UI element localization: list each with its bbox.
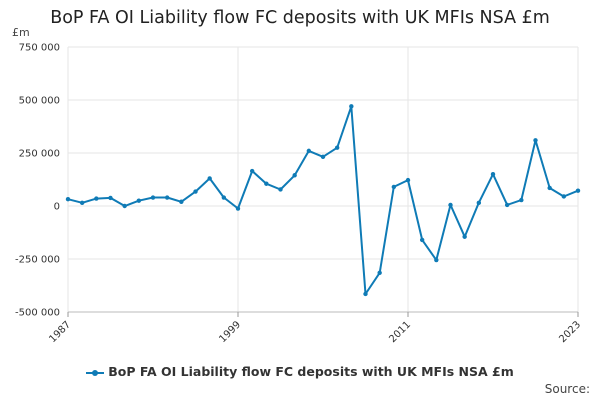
legend-series-label: BoP FA OI Liability flow FC deposits wit…: [108, 364, 514, 379]
data-point: [193, 189, 198, 194]
y-tick-label: -250 000: [15, 255, 60, 266]
data-point: [377, 270, 382, 275]
data-point: [490, 172, 496, 177]
data-point: [292, 173, 297, 178]
data-point: [434, 257, 439, 263]
data-point: [476, 200, 482, 206]
data-point: [179, 199, 184, 204]
data-point: [108, 195, 113, 201]
y-tick-label: -500 000: [15, 308, 60, 319]
data-point: [94, 196, 99, 201]
data-point: [419, 237, 425, 243]
data-point: [561, 194, 567, 199]
x-tick-label: 1999: [217, 319, 243, 345]
data-point: [278, 187, 283, 192]
data-point: [79, 200, 85, 206]
y-axis-unit-label: £m: [12, 26, 30, 39]
data-point: [249, 168, 255, 174]
data-point: [391, 184, 397, 190]
data-point: [235, 206, 241, 211]
data-point: [150, 195, 156, 200]
data-point: [448, 202, 453, 208]
data-point: [136, 198, 142, 203]
data-point: [349, 104, 354, 109]
data-point: [65, 197, 71, 202]
chart-title: BoP FA OI Liability flow FC deposits wit…: [50, 8, 550, 28]
data-point: [533, 138, 538, 143]
x-tick-label: 2023: [557, 319, 583, 345]
y-tick-label: 250 000: [19, 149, 60, 160]
data-point: [306, 148, 312, 154]
data-point: [547, 185, 552, 191]
data-point: [122, 203, 127, 209]
x-tick-label: 1987: [47, 319, 73, 345]
legend[interactable]: BoP FA OI Liability flow FC deposits wit…: [0, 364, 600, 379]
data-point: [575, 188, 581, 193]
data-point: [221, 195, 227, 200]
y-tick-label: 500 000: [19, 96, 60, 107]
series-line: [67, 105, 579, 295]
legend-series-swatch: [86, 368, 105, 378]
data-point: [405, 177, 411, 183]
source-label: Source:: [544, 382, 590, 396]
data-point: [519, 197, 524, 203]
data-point: [334, 145, 340, 150]
y-tick-label: 0: [54, 202, 60, 213]
data-point: [164, 195, 170, 200]
data-point: [363, 291, 368, 297]
data-point: [207, 176, 212, 181]
y-tick-label: 750 000: [19, 43, 60, 54]
x-tick-label: 2011: [387, 319, 413, 345]
data-point: [462, 234, 467, 239]
data-point: [320, 154, 326, 160]
data-point: [264, 181, 269, 186]
data-point: [504, 202, 510, 208]
